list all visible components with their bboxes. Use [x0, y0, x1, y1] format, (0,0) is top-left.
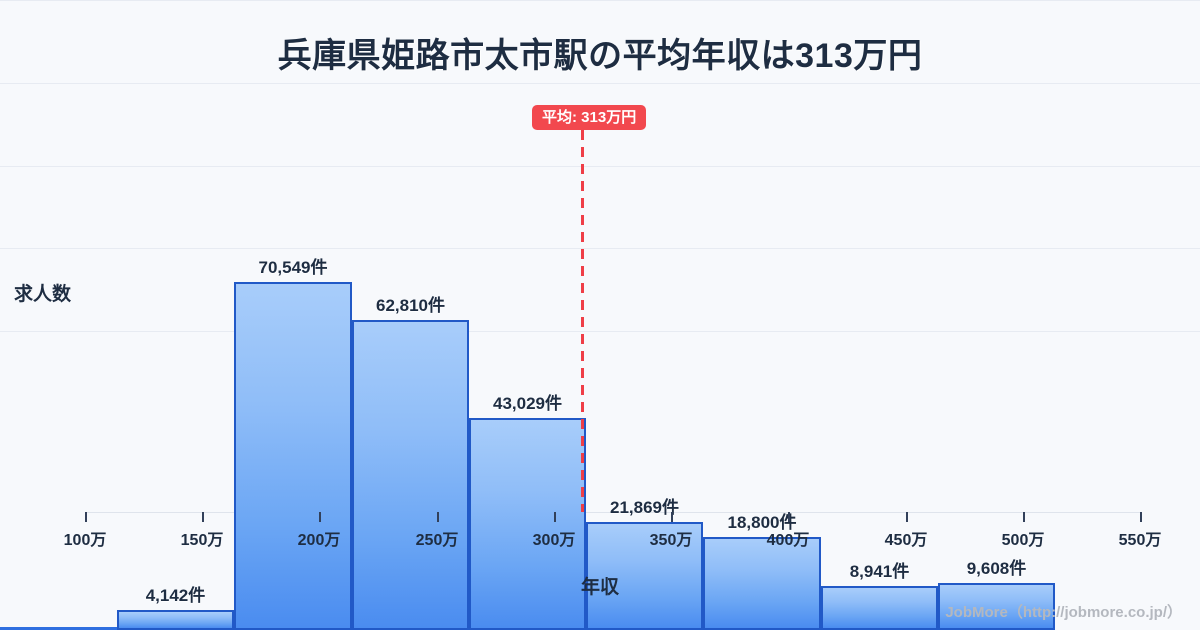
bar-value-label: 8,941件 — [849, 562, 910, 581]
y-axis-title: 求人数 — [14, 284, 72, 305]
x-axis-tick — [85, 512, 87, 522]
x-axis-tick-label: 350万 — [649, 532, 693, 549]
x-axis-tick — [671, 512, 673, 522]
bar — [469, 418, 586, 630]
bar — [821, 586, 938, 630]
bar — [938, 583, 1055, 630]
x-axis-tick — [319, 512, 321, 522]
bar-value-label: 21,869件 — [610, 498, 679, 517]
x-axis-tick — [1023, 512, 1025, 522]
x-axis-tick-label: 400万 — [766, 532, 810, 549]
bar-value-label: 4,142件 — [145, 586, 206, 605]
x-axis-tick-label: 150万 — [180, 532, 224, 549]
x-axis-tick-label: 450万 — [884, 532, 928, 549]
x-axis-tick — [906, 512, 908, 522]
x-axis-tick-label: 300万 — [532, 532, 576, 549]
bar — [234, 282, 352, 630]
x-axis-tick — [202, 512, 204, 522]
watermark-credit: JobMore（http://jobmore.co.jp/） — [945, 604, 1182, 621]
bar — [117, 610, 234, 630]
average-badge: 平均: 313万円 — [532, 105, 647, 130]
x-axis-tick — [1140, 512, 1142, 522]
axis-baseline — [85, 512, 1140, 513]
x-axis-tick — [437, 512, 439, 522]
x-axis-tick — [554, 512, 556, 522]
bar-value-label: 43,029件 — [493, 394, 562, 413]
bar-value-label: 62,810件 — [376, 296, 445, 315]
x-axis-title: 年収 — [580, 577, 619, 598]
bar-value-label: 18,800件 — [727, 513, 797, 532]
x-axis-tick — [788, 512, 790, 522]
bar-value-label: 70,549件 — [258, 258, 328, 277]
bar — [352, 320, 469, 630]
bar-value-label: 9,608件 — [966, 559, 1027, 578]
bar — [0, 627, 117, 630]
bar — [703, 537, 821, 630]
x-axis-tick-label: 100万 — [63, 532, 107, 549]
bar — [586, 522, 703, 630]
x-axis-tick-label: 550万 — [1118, 532, 1162, 549]
x-axis-tick-label: 500万 — [1001, 532, 1045, 549]
x-axis-tick-label: 200万 — [297, 532, 341, 549]
average-line — [581, 130, 584, 512]
page-title: 兵庫県姫路市太市駅の平均年収は313万円 — [277, 37, 923, 75]
x-axis-tick-label: 250万 — [415, 532, 459, 549]
